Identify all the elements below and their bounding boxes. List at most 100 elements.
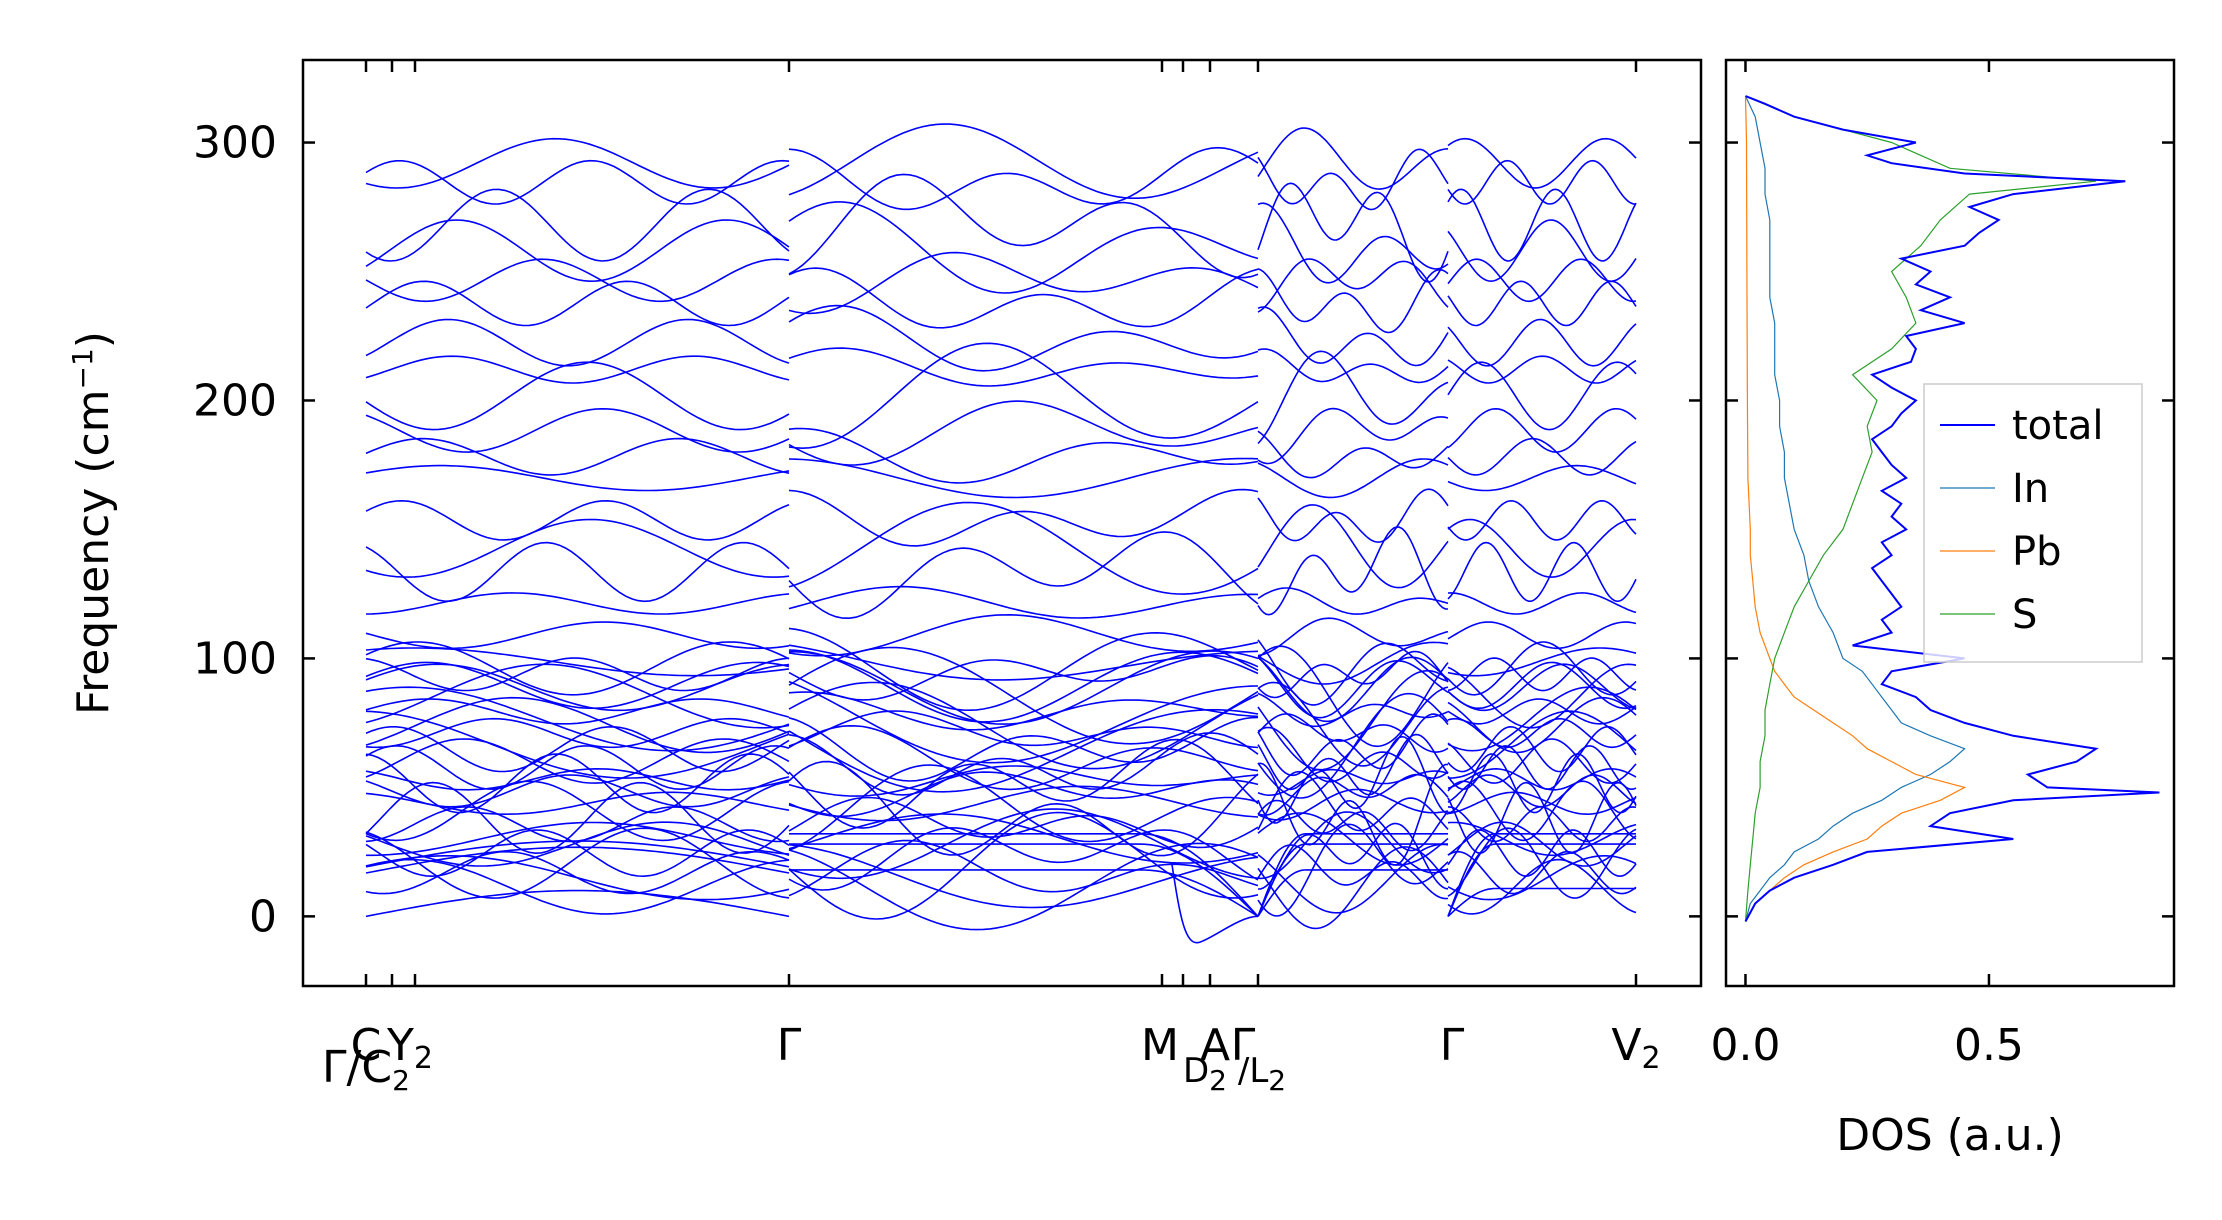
band-x-tick-label: M xyxy=(1141,1020,1179,1071)
band-line xyxy=(788,808,1259,880)
band-line xyxy=(1447,641,1637,696)
band-line xyxy=(365,258,790,303)
band-line xyxy=(365,710,790,779)
band-line xyxy=(1447,188,1637,262)
band-line xyxy=(788,764,1259,852)
band-x-tick-label: A xyxy=(1200,1020,1230,1071)
band-line xyxy=(788,304,1259,372)
band-line xyxy=(1257,350,1449,445)
band-line xyxy=(365,663,790,712)
dos-x-tick-label: 0.0 xyxy=(1710,1020,1780,1071)
band-y-ticks: 0 100 200 300 xyxy=(193,118,1701,942)
band-line xyxy=(1257,656,1449,723)
band-line xyxy=(788,813,1259,864)
band-x-tick-label: Γ xyxy=(777,1020,802,1071)
band-line xyxy=(1447,361,1637,431)
band-line xyxy=(1257,526,1449,616)
band-y-tick-label: 200 xyxy=(193,375,277,426)
band-line xyxy=(789,869,1259,918)
band-line xyxy=(788,342,1259,450)
band-line xyxy=(1447,661,1637,710)
band-line xyxy=(788,427,1259,484)
band-line xyxy=(788,201,1259,294)
band-line xyxy=(365,698,790,725)
band-line xyxy=(1447,592,1637,615)
band-y-axis-label: Frequency (cm−1) xyxy=(66,331,119,715)
band-line xyxy=(1447,318,1637,367)
dos-line-s xyxy=(1744,95,2097,922)
band-line xyxy=(1447,753,1637,814)
band-line xyxy=(788,123,1259,199)
band-line xyxy=(1257,713,1449,753)
band-line xyxy=(1171,864,1259,944)
band-line xyxy=(788,649,1259,723)
band-x-tick-label: Y2 xyxy=(386,1020,433,1076)
band-line xyxy=(788,627,1259,712)
band-line xyxy=(1257,148,1449,211)
band-lines xyxy=(365,123,1637,944)
band-line xyxy=(366,821,790,857)
band-line xyxy=(1257,348,1449,384)
band-line xyxy=(365,318,790,367)
band-y-tick-label: 300 xyxy=(193,118,277,169)
band-line xyxy=(365,280,790,327)
band-line xyxy=(1447,821,1637,857)
legend-label: S xyxy=(2012,592,2037,638)
band-line xyxy=(1447,464,1637,492)
band-line xyxy=(1447,280,1637,327)
band-line xyxy=(788,400,1259,466)
band-x-tick-label-lower: /L2 xyxy=(1238,1051,1286,1097)
dos-legend: total In Pb S xyxy=(1923,383,2143,663)
band-line xyxy=(365,592,790,615)
band-line xyxy=(1257,735,1449,824)
legend-label: Pb xyxy=(2012,529,2062,575)
band-line xyxy=(1257,407,1449,465)
band-line xyxy=(1257,788,1449,821)
band-line xyxy=(1447,621,1637,650)
band-x-tick-label: V2 xyxy=(1611,1020,1660,1076)
band-line xyxy=(1447,355,1637,384)
band-line xyxy=(1447,159,1637,205)
band-line xyxy=(788,710,1259,749)
band-line xyxy=(365,827,790,899)
band-line xyxy=(1447,518,1637,578)
band-line xyxy=(1447,821,1637,867)
band-line xyxy=(788,785,1259,822)
band-line xyxy=(1447,738,1637,784)
band-line xyxy=(788,644,1259,681)
band-line xyxy=(1257,258,1449,313)
band-line xyxy=(1447,407,1637,453)
band-line xyxy=(365,541,790,603)
band-line xyxy=(365,696,790,754)
band-line xyxy=(1257,617,1449,657)
band-line xyxy=(788,146,1259,211)
band-line xyxy=(365,774,790,808)
band-line xyxy=(789,843,1259,917)
band-x-tick-label: Γ xyxy=(1231,1020,1256,1071)
legend-label: total xyxy=(2012,403,2103,449)
band-line xyxy=(1447,791,1637,816)
band-line xyxy=(1257,670,1449,771)
band-line xyxy=(788,771,1259,818)
band-line xyxy=(365,499,790,541)
band-line xyxy=(1257,733,1449,796)
legend-frame xyxy=(1923,383,2143,663)
band-line xyxy=(788,267,1259,329)
band-line xyxy=(788,796,1259,849)
band-line xyxy=(1447,647,1637,677)
band-line xyxy=(1447,663,1637,729)
band-line xyxy=(365,407,790,453)
dos-x-tick-label: 0.5 xyxy=(1954,1020,2024,1071)
band-line xyxy=(365,791,790,816)
band-line xyxy=(788,709,1259,793)
legend-label: In xyxy=(2012,466,2049,512)
band-line xyxy=(1257,639,1449,706)
band-line xyxy=(1447,258,1637,303)
band-line xyxy=(1257,504,1449,589)
band-line xyxy=(1447,137,1637,189)
band-line xyxy=(1257,127,1449,190)
band-line xyxy=(788,531,1259,620)
band-line xyxy=(1447,833,1636,917)
